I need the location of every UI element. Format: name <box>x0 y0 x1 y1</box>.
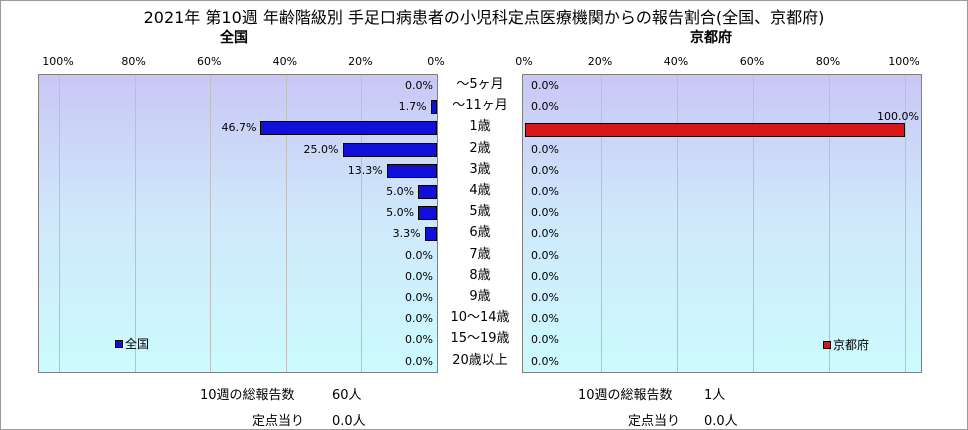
left-value-label: 0.0% <box>405 333 433 347</box>
left-tick-label: 20% <box>348 55 373 68</box>
left-value-label: 0.0% <box>405 354 433 368</box>
left-value-label: 46.7% <box>221 121 257 135</box>
left-bar <box>424 227 437 242</box>
right-legend-swatch <box>823 340 831 349</box>
right-value-label: 0.0% <box>531 333 559 347</box>
left-total-value: 60人 <box>332 388 362 403</box>
left-value-label: 1.7% <box>398 100 427 114</box>
right-value-label: 0.0% <box>531 312 559 326</box>
right-tick-label: 40% <box>663 55 689 68</box>
left-tick-label: 100% <box>42 55 74 68</box>
right-value-label: 0.0% <box>531 79 559 92</box>
left-value-label: 0.0% <box>405 269 433 283</box>
right-plot-area: 0.0% 0.0% 100.0% 0.0% 0.0% 0.0% 0.0% 0.0% 0.0% 0.… <box>522 74 922 373</box>
right-legend-label: 京都府 <box>833 338 870 352</box>
right-gridline <box>601 75 602 372</box>
left-value-label: 0.0% <box>405 312 433 326</box>
right-per-label: 定点当り <box>628 414 681 429</box>
right-gridline <box>829 75 830 372</box>
right-tick-label: 0% <box>515 55 533 68</box>
left-value-label: 5.0% <box>386 206 415 220</box>
left-bar <box>342 142 437 157</box>
category-label: 6歳 <box>469 225 491 241</box>
left-value-label: 0.0% <box>405 291 433 304</box>
category-label: 5歳 <box>469 204 491 220</box>
category-label: 〜11ヶ月 <box>452 98 508 114</box>
right-value-label: 0.0% <box>531 248 559 262</box>
left-total-label: 10週の総報告数 <box>200 388 295 403</box>
right-per-value: 0.0人 <box>704 414 738 429</box>
right-value-label: 0.0% <box>531 269 559 283</box>
left-bar <box>430 100 437 115</box>
left-value-label: 0.0% <box>405 79 433 92</box>
left-bar <box>386 163 437 178</box>
left-tick-label: 80% <box>121 55 146 68</box>
left-value-label: 3.3% <box>392 227 421 241</box>
category-label: 20歳以上 <box>452 352 508 368</box>
left-value-label: 5.0% <box>386 185 415 198</box>
left-tick-label: 60% <box>196 55 222 68</box>
right-value-label: 100.0% <box>877 110 919 124</box>
left-gridline <box>210 75 212 372</box>
left-bar <box>418 185 437 199</box>
right-value-label: 0.0% <box>531 291 559 304</box>
right-value-label: 0.0% <box>531 100 559 114</box>
left-value-label: 25.0% <box>303 142 339 156</box>
category-label: 7歳 <box>469 246 491 262</box>
left-value-label: 13.3% <box>347 163 383 177</box>
left-gridline <box>134 75 136 372</box>
left-legend-swatch <box>115 339 123 348</box>
category-label: 8歳 <box>469 267 491 283</box>
right-value-label: 0.0% <box>531 227 559 241</box>
right-tick-label: 80% <box>815 55 841 68</box>
left-per-label: 定点当り <box>252 414 305 429</box>
left-plot-area: 0.0% 1.7% 46.7% 25.0% 13.3% 5.0% 5.0% 3.3% 0.0% 0… <box>38 74 438 373</box>
left-value-label: 0.0% <box>405 248 433 262</box>
right-gridline <box>753 75 754 372</box>
right-bar <box>525 123 905 138</box>
right-tick-label: 100% <box>888 55 920 68</box>
category-label: 〜5ヶ月 <box>456 77 504 92</box>
right-legend: 京都府 <box>823 336 869 353</box>
left-gridline <box>59 75 60 372</box>
left-gridline <box>285 75 287 372</box>
right-total-label: 10週の総報告数 <box>578 388 673 403</box>
left-gridline <box>361 75 363 372</box>
left-per-value: 0.0人 <box>332 414 366 429</box>
right-gridline <box>677 75 678 372</box>
right-value-label: 0.0% <box>531 142 559 156</box>
right-value-label: 0.0% <box>531 163 559 177</box>
right-total-value: 1人 <box>704 388 726 403</box>
category-label: 1歳 <box>469 119 491 135</box>
category-label: 9歳 <box>469 289 491 304</box>
left-tick-label: 0% <box>427 55 445 68</box>
right-subtitle: 京都府 <box>690 30 732 46</box>
category-label: 10〜14歳 <box>450 310 510 326</box>
right-value-label: 0.0% <box>531 354 559 368</box>
left-legend-label: 全国 <box>125 337 150 351</box>
right-value-label: 0.0% <box>531 206 559 220</box>
right-value-label: 0.0% <box>531 185 559 198</box>
category-label: 2歳 <box>469 140 491 156</box>
category-label: 4歳 <box>469 183 491 198</box>
left-bar <box>260 121 437 136</box>
category-label: 15〜19歳 <box>450 331 510 347</box>
left-subtitle: 全国 <box>220 30 248 46</box>
right-tick-label: 20% <box>587 55 613 68</box>
chart-title: 2021年 第10週 年齢階級別 手足口病患者の小児科定点医療機関からの報告割合… <box>143 8 825 27</box>
category-label: 3歳 <box>469 161 491 177</box>
right-tick-label: 60% <box>739 55 765 68</box>
right-gridline <box>905 75 906 372</box>
left-tick-label: 40% <box>272 55 298 68</box>
left-legend: 全国 <box>115 335 149 352</box>
left-bar <box>418 206 437 221</box>
